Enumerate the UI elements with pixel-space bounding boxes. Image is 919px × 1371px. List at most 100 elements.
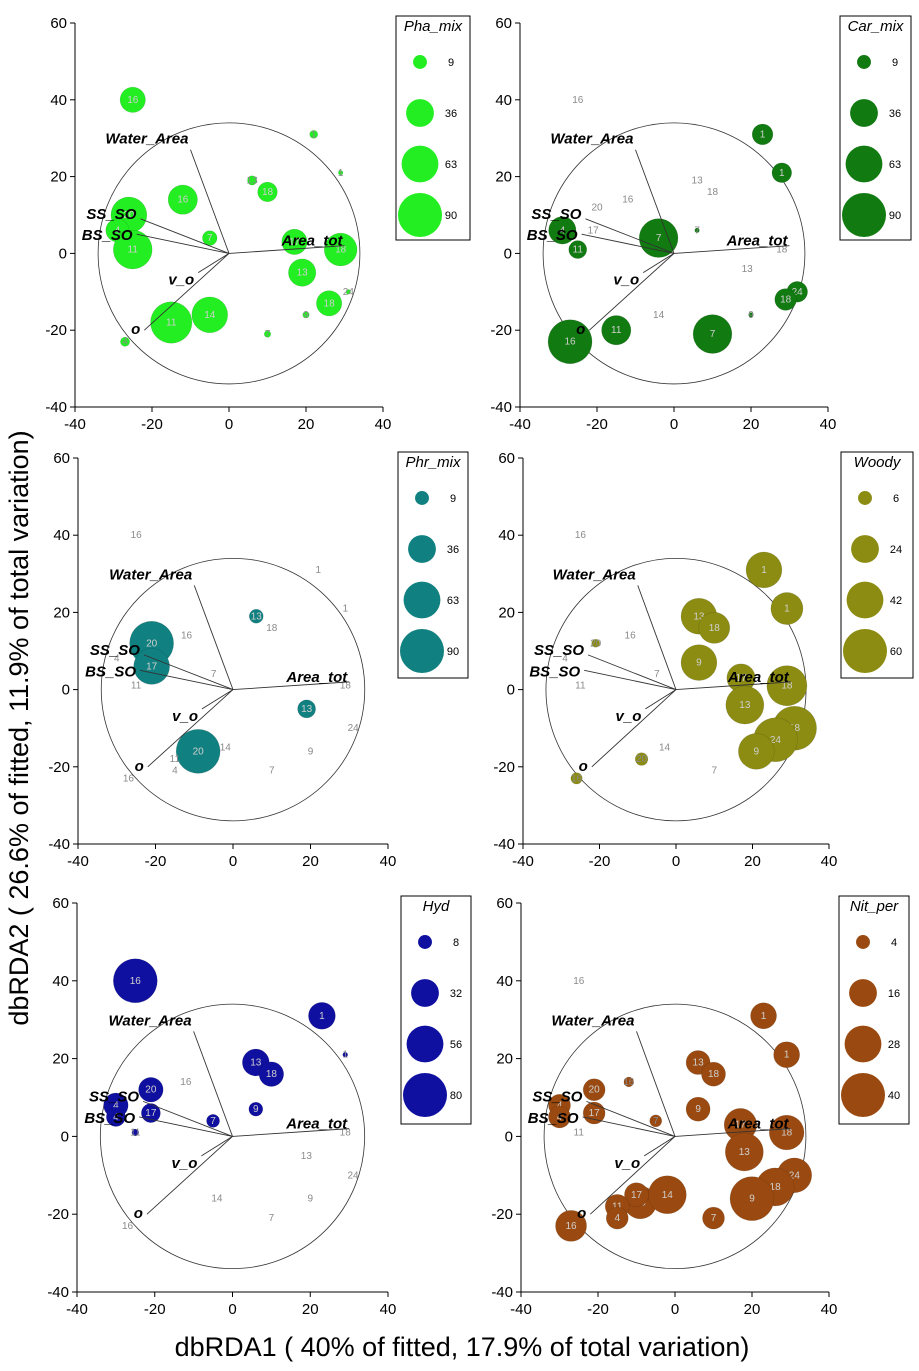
site-label: 1 xyxy=(784,604,790,615)
y-tick-label: -40 xyxy=(45,399,67,416)
bubble-site-7 xyxy=(202,230,218,246)
vector-area-tot xyxy=(673,245,790,254)
site-label: 11 xyxy=(130,1128,141,1139)
site-label: 13 xyxy=(739,700,751,711)
site-label: 1 xyxy=(761,565,767,576)
x-tick-label: 0 xyxy=(228,1301,236,1318)
vector-water-area xyxy=(635,149,675,254)
bubble-site-7 xyxy=(649,1114,663,1128)
site-label: 13 xyxy=(742,264,754,275)
vector-bs-so xyxy=(139,1116,233,1137)
bubble-site-1 xyxy=(342,1051,348,1058)
vector-water-area xyxy=(190,149,230,254)
y-tick-label: 0 xyxy=(505,1128,513,1145)
legend-value: 63 xyxy=(889,159,901,171)
vector-label: o xyxy=(135,758,144,775)
site-label: 7 xyxy=(265,329,271,340)
vector-label: BS_SO xyxy=(529,663,580,680)
x-axis-title: dbRDA1 ( 40% of fitted, 17.9% of total v… xyxy=(175,1332,750,1362)
site-label: 14 xyxy=(659,743,671,754)
vector-label: Water_Area xyxy=(553,566,636,583)
legend-value: 32 xyxy=(450,988,462,1000)
vector-ss-so xyxy=(587,654,677,691)
bubble-site-7 xyxy=(692,314,733,354)
bubble-site-13 xyxy=(297,699,316,719)
bubble-site-16 xyxy=(547,319,593,365)
bubble-site-20 xyxy=(175,729,221,774)
y-tick-label: 20 xyxy=(496,1051,513,1068)
x-tick-label: 40 xyxy=(821,853,838,870)
x-tick-label: 20 xyxy=(302,853,319,870)
site-label: 7 xyxy=(210,1116,216,1127)
site-label: 9 xyxy=(754,746,760,757)
site-label: 1 xyxy=(779,168,785,179)
legend-value: 63 xyxy=(445,159,457,171)
site-label: 13 xyxy=(301,704,313,715)
site-label: 4 xyxy=(614,1213,620,1224)
y-axis-title: dbRDA2 ( 26.6% of fitted, 11.9% of total… xyxy=(4,430,34,1025)
legend-bubble xyxy=(408,535,436,563)
x-tick-label: -40 xyxy=(64,416,86,433)
legend-value: 60 xyxy=(890,646,902,658)
y-tick-label: 60 xyxy=(496,895,513,912)
bubble-site-7 xyxy=(206,1114,220,1128)
correlation-circle xyxy=(543,1003,807,1270)
bubble-site-9 xyxy=(302,311,310,319)
site-label: 13 xyxy=(301,1151,313,1162)
legend-value: 4 xyxy=(891,937,897,949)
legend-value: 16 xyxy=(888,988,900,1000)
x-tick-label: -20 xyxy=(144,1301,166,1318)
site-label: 17 xyxy=(735,673,747,684)
vector-o xyxy=(143,253,230,331)
bubble-site-4 xyxy=(548,216,577,245)
y-tick-label: 60 xyxy=(498,450,515,467)
legend-bubble xyxy=(846,581,884,619)
bubble-site-18 xyxy=(323,232,358,267)
y-tick-label: -40 xyxy=(490,399,512,416)
y-tick-label: 20 xyxy=(50,169,67,186)
site-label: 20 xyxy=(145,1085,157,1096)
vector-ss-so xyxy=(142,1100,233,1137)
x-tick-label: 0 xyxy=(225,416,233,433)
x-tick-label: 0 xyxy=(671,1301,679,1318)
site-label: 16 xyxy=(131,530,143,541)
y-tick-label: 0 xyxy=(62,682,70,699)
site-label: 16 xyxy=(127,95,139,106)
y-tick-label: 60 xyxy=(50,15,67,32)
site-label: 1 xyxy=(343,604,349,615)
legend-title: Woody xyxy=(854,454,902,471)
vector-label: o xyxy=(134,1205,143,1222)
site-label: 18 xyxy=(781,681,793,692)
site-label: 16 xyxy=(622,195,634,206)
legend-bubble xyxy=(418,935,432,949)
site-label: 16 xyxy=(122,1221,134,1232)
bubble-site-1 xyxy=(773,1041,800,1069)
site-label: 13 xyxy=(250,1057,262,1068)
site-label: 9 xyxy=(253,1104,259,1115)
site-label: 11 xyxy=(128,245,139,256)
site-label: 17 xyxy=(589,1108,601,1119)
site-label: 18 xyxy=(324,298,336,309)
site-label: 1 xyxy=(784,1050,790,1061)
correlation-circle xyxy=(542,122,806,385)
bubble-site-4 xyxy=(605,1206,629,1230)
site-label: 7 xyxy=(694,225,700,236)
vector-label: SS_SO xyxy=(89,1088,139,1105)
vector-label: SS_SO xyxy=(90,642,140,659)
bubble-site-11 xyxy=(601,315,632,346)
vector-v-o xyxy=(197,253,230,273)
panel-nit-per: -40-200204060-40-20020401611131816204417… xyxy=(491,895,910,1318)
bubble-site-20 xyxy=(582,1078,606,1102)
legend-value: 63 xyxy=(447,595,459,607)
site-label: 17 xyxy=(146,661,158,672)
site-label: 20 xyxy=(590,638,602,649)
bubble-site-13 xyxy=(288,258,317,287)
vector-label: Water_Area xyxy=(109,566,192,583)
vector-label: SS_SO xyxy=(531,206,581,223)
bubble-site-4 xyxy=(106,1107,126,1127)
legend-bubble xyxy=(844,1025,882,1063)
vector-o xyxy=(588,253,675,331)
bubble-site-9 xyxy=(729,1176,775,1221)
site-label: 9 xyxy=(696,658,702,669)
